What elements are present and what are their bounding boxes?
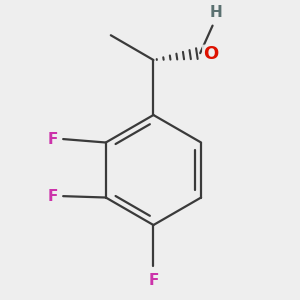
Text: F: F [47, 189, 58, 204]
Text: F: F [148, 273, 159, 288]
Text: F: F [47, 132, 58, 147]
Text: O: O [203, 46, 218, 64]
Text: H: H [210, 5, 222, 20]
